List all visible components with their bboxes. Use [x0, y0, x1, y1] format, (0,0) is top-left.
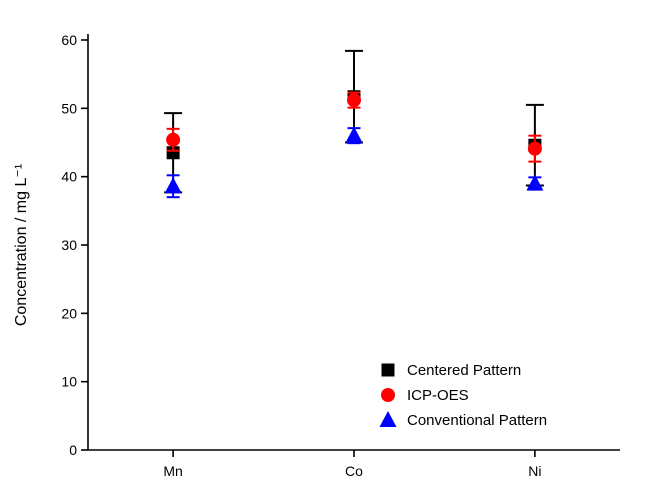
x-category-label: Mn [163, 463, 182, 479]
y-tick-label: 40 [61, 169, 77, 185]
legend-item: Centered Pattern [381, 362, 521, 379]
data-point-marker [381, 363, 395, 377]
y-tick-label: 50 [61, 100, 77, 116]
data-point-marker [526, 174, 544, 191]
series-icp-oes [166, 91, 542, 163]
data-point-marker [381, 388, 395, 402]
data-point-marker [347, 93, 361, 108]
x-category-label: Ni [528, 463, 541, 479]
legend-label: Conventional Pattern [407, 412, 547, 429]
y-tick-label: 0 [69, 442, 77, 458]
data-point-marker [166, 132, 181, 147]
y-tick-label: 60 [61, 32, 77, 48]
legend-label: ICP-OES [407, 387, 469, 404]
y-tick-label: 10 [61, 374, 77, 390]
data-point-marker [379, 411, 397, 427]
data-point-marker [345, 126, 363, 143]
y-tick-label: 30 [61, 237, 77, 253]
data-point-marker [166, 146, 180, 160]
series-conventional-pattern [164, 126, 544, 199]
y-axis-title: Concentration / mg L⁻¹ [13, 164, 30, 326]
legend-item: ICP-OES [381, 387, 469, 404]
y-tick-label: 20 [61, 305, 77, 321]
series-centered-pattern [164, 49, 544, 194]
x-category-label: Co [345, 463, 363, 479]
data-point-marker [527, 141, 542, 156]
data-point-marker [164, 177, 182, 194]
legend-label: Centered Pattern [407, 362, 521, 379]
legend-item: Conventional Pattern [379, 411, 547, 429]
